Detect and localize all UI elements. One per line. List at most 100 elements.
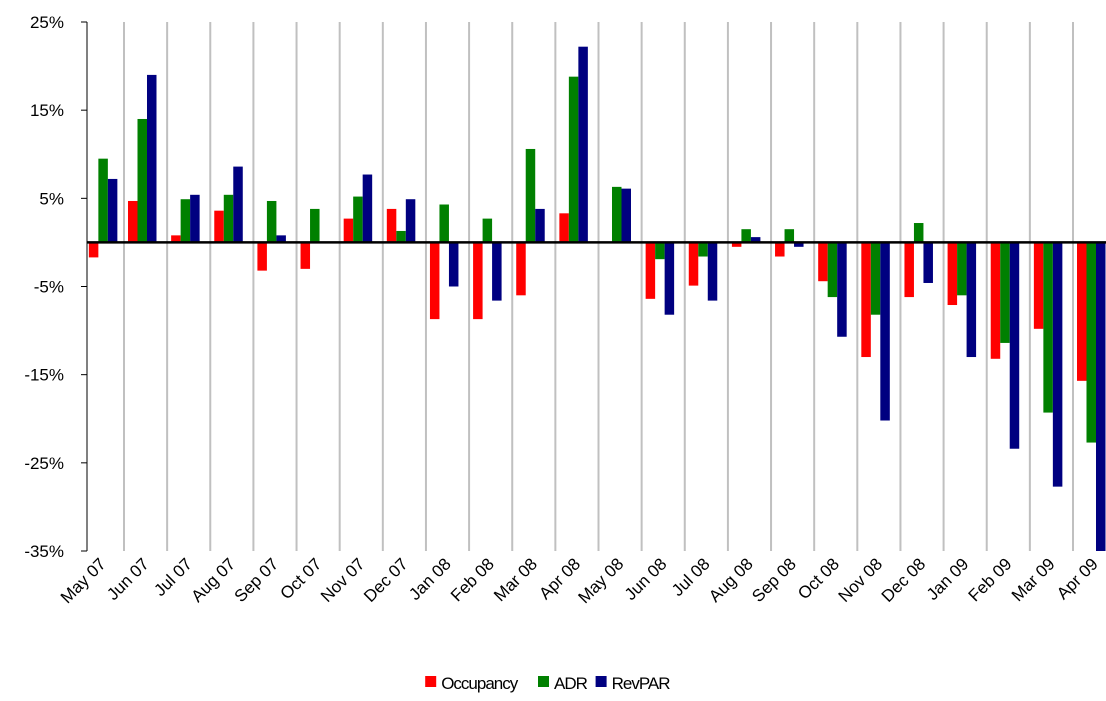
x-tick-label: Aug 07 — [188, 554, 240, 606]
bar — [535, 208, 545, 243]
bar — [233, 166, 243, 243]
bar — [1095, 242, 1106, 551]
x-tick-label: Nov 08 — [835, 554, 887, 606]
bar — [146, 74, 157, 243]
bar — [990, 242, 1001, 359]
x-tick-label: May 08 — [574, 554, 627, 607]
bar — [1000, 242, 1010, 343]
bar — [482, 218, 493, 243]
bar — [362, 174, 373, 243]
bar — [750, 237, 761, 243]
bar — [300, 242, 311, 269]
bar — [861, 242, 871, 358]
bar — [492, 242, 502, 301]
legend-label: Occupancy — [441, 674, 519, 693]
bar — [448, 242, 459, 287]
bar — [343, 218, 354, 243]
bar — [775, 242, 785, 257]
bar — [214, 210, 224, 243]
bar — [473, 242, 483, 320]
bar — [741, 229, 751, 243]
bar — [276, 235, 286, 243]
legend-label: ADR — [554, 674, 588, 693]
bar — [190, 194, 200, 243]
y-tick-label: 25% — [30, 13, 64, 32]
x-tick-label: Sep 08 — [748, 554, 800, 606]
bar — [1076, 242, 1087, 381]
bar — [429, 242, 440, 320]
bar — [655, 242, 665, 260]
bar — [578, 46, 588, 243]
x-tick-label: Mar 09 — [1008, 554, 1059, 605]
bar — [1086, 242, 1096, 443]
bar — [870, 242, 881, 315]
bar — [568, 76, 579, 243]
bar — [1052, 242, 1063, 487]
bar — [525, 148, 536, 243]
bar — [353, 196, 363, 243]
bar — [794, 242, 804, 247]
bar — [880, 242, 890, 421]
bar — [266, 200, 277, 243]
bar — [698, 242, 708, 257]
x-tick-label: Feb 09 — [965, 554, 1016, 605]
legend-swatch — [425, 676, 437, 687]
bar — [223, 194, 234, 243]
bar — [904, 242, 914, 298]
x-tick-label: Sep 07 — [231, 554, 283, 606]
bar — [688, 242, 699, 286]
bar — [88, 242, 99, 258]
bar — [913, 223, 924, 243]
bar — [1033, 242, 1044, 329]
y-tick-label: 15% — [30, 101, 64, 120]
bar — [127, 200, 138, 243]
x-tick-label: Oct 08 — [794, 554, 843, 603]
bar — [957, 242, 967, 296]
bar — [966, 242, 977, 358]
x-tick-label: Mar 08 — [490, 554, 541, 605]
x-tick-label: Dec 07 — [360, 554, 412, 606]
bar — [310, 208, 320, 243]
x-tick-label: May 07 — [57, 554, 110, 607]
bar — [439, 204, 449, 243]
x-tick-label: Apr 09 — [1053, 554, 1102, 603]
bar — [180, 199, 191, 243]
bar — [107, 178, 118, 243]
bar — [784, 229, 795, 243]
bar — [1043, 242, 1053, 413]
y-tick-label: -25% — [24, 454, 64, 473]
bar — [923, 242, 933, 283]
bar — [137, 118, 147, 243]
bar — [1009, 242, 1020, 449]
bar — [405, 199, 416, 243]
legend-label: RevPAR — [612, 674, 671, 693]
bar — [664, 242, 675, 315]
bar — [516, 242, 526, 296]
x-tick-label: Jun 08 — [621, 554, 671, 604]
bar — [947, 242, 958, 306]
y-tick-label: -35% — [24, 542, 64, 561]
bar — [396, 230, 406, 243]
x-tick-label: Jun 07 — [103, 554, 153, 604]
legend-swatch — [538, 676, 549, 687]
bar — [386, 208, 397, 243]
bar — [731, 242, 742, 247]
bar — [837, 242, 847, 337]
x-tick-label: Nov 07 — [317, 554, 369, 606]
x-tick-label: Dec 08 — [878, 554, 930, 606]
bar — [645, 242, 656, 299]
legend: Occupancy ADR RevPAR — [425, 674, 671, 693]
bar — [171, 235, 181, 243]
x-tick-label: Jan 08 — [405, 554, 455, 604]
bar — [611, 186, 622, 243]
legend-swatch — [595, 676, 607, 687]
bar — [621, 188, 631, 243]
bar — [707, 242, 718, 301]
x-tick-label: Jan 09 — [923, 554, 973, 604]
y-tick-label: -15% — [24, 366, 64, 385]
bar — [98, 158, 108, 243]
bar — [818, 242, 828, 282]
x-tick-label: Feb 08 — [447, 554, 498, 605]
y-tick-label: -5% — [34, 278, 64, 297]
